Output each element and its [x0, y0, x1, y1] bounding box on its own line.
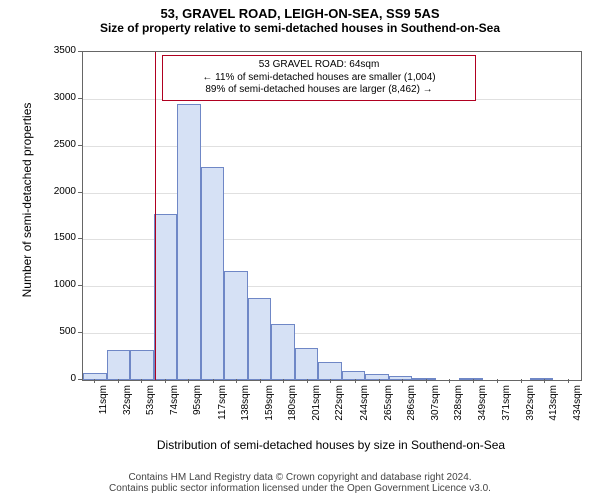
- gridline: [83, 146, 581, 147]
- y-tick-mark: [78, 51, 82, 52]
- callout-line-1: 53 GRAVEL ROAD: 64sqm: [169, 59, 469, 72]
- histogram-bar: [295, 348, 319, 380]
- x-tick-mark: [521, 379, 522, 383]
- footer: Contains HM Land Registry data © Crown c…: [0, 472, 600, 494]
- histogram-bar: [224, 271, 248, 380]
- histogram-bar: [412, 378, 436, 380]
- histogram-bar: [530, 378, 554, 380]
- x-tick-mark: [330, 379, 331, 383]
- x-tick-label: 413sqm: [548, 385, 559, 435]
- footer-line-2: Contains public sector information licen…: [0, 483, 600, 494]
- x-tick-mark: [94, 379, 95, 383]
- histogram-bar: [107, 350, 131, 380]
- histogram-bar: [248, 298, 272, 380]
- x-tick-mark: [449, 379, 450, 383]
- x-tick-label: 265sqm: [383, 385, 394, 435]
- x-tick-label: 434sqm: [572, 385, 583, 435]
- marker-vertical-line: [155, 52, 156, 380]
- x-tick-label: 11sqm: [98, 385, 109, 435]
- x-tick-mark: [141, 379, 142, 383]
- marker-callout: 53 GRAVEL ROAD: 64sqm ← 11% of semi-deta…: [162, 55, 476, 101]
- x-axis-label: Distribution of semi-detached houses by …: [82, 438, 580, 452]
- x-tick-label: 180sqm: [287, 385, 298, 435]
- y-tick-label: 500: [40, 326, 76, 337]
- x-tick-mark: [497, 379, 498, 383]
- x-tick-label: 53sqm: [145, 385, 156, 435]
- histogram-bar: [342, 371, 366, 380]
- x-tick-label: 392sqm: [525, 385, 536, 435]
- x-tick-mark: [426, 379, 427, 383]
- x-tick-mark: [402, 379, 403, 383]
- x-tick-label: 222sqm: [334, 385, 345, 435]
- x-tick-mark: [165, 379, 166, 383]
- x-tick-mark: [236, 379, 237, 383]
- y-tick-label: 3500: [40, 45, 76, 56]
- x-tick-label: 307sqm: [430, 385, 441, 435]
- x-tick-label: 32sqm: [122, 385, 133, 435]
- y-tick-label: 0: [40, 373, 76, 384]
- histogram-bar: [201, 167, 225, 380]
- x-tick-label: 117sqm: [217, 385, 228, 435]
- x-tick-mark: [188, 379, 189, 383]
- x-tick-mark: [213, 379, 214, 383]
- y-tick-label: 2000: [40, 186, 76, 197]
- x-tick-label: 159sqm: [264, 385, 275, 435]
- x-tick-mark: [307, 379, 308, 383]
- x-tick-mark: [118, 379, 119, 383]
- histogram-bar: [318, 362, 342, 380]
- chart-plot-area: [82, 51, 582, 381]
- y-tick-label: 3000: [40, 92, 76, 103]
- x-tick-label: 201sqm: [311, 385, 322, 435]
- callout-line-3: 89% of semi-detached houses are larger (…: [169, 84, 469, 97]
- y-tick-mark: [78, 145, 82, 146]
- histogram-bar: [271, 324, 295, 380]
- x-tick-label: 371sqm: [501, 385, 512, 435]
- x-tick-mark: [283, 379, 284, 383]
- y-tick-mark: [78, 379, 82, 380]
- x-tick-label: 95sqm: [192, 385, 203, 435]
- histogram-bar: [389, 376, 413, 380]
- page-title-2: Size of property relative to semi-detach…: [0, 21, 600, 35]
- histogram-bar: [177, 104, 201, 380]
- y-tick-mark: [78, 98, 82, 99]
- y-tick-mark: [78, 285, 82, 286]
- x-tick-mark: [260, 379, 261, 383]
- y-tick-mark: [78, 332, 82, 333]
- x-tick-mark: [379, 379, 380, 383]
- x-tick-label: 286sqm: [406, 385, 417, 435]
- histogram-bar: [154, 214, 178, 380]
- y-tick-mark: [78, 238, 82, 239]
- page-title-1: 53, GRAVEL ROAD, LEIGH-ON-SEA, SS9 5AS: [0, 0, 600, 21]
- x-tick-label: 244sqm: [359, 385, 370, 435]
- histogram-bar: [365, 374, 389, 380]
- y-tick-mark: [78, 192, 82, 193]
- callout-line-2: ← 11% of semi-detached houses are smalle…: [169, 72, 469, 85]
- x-tick-mark: [568, 379, 569, 383]
- histogram-bar: [459, 378, 483, 380]
- x-tick-label: 138sqm: [240, 385, 251, 435]
- x-tick-label: 74sqm: [169, 385, 180, 435]
- y-tick-label: 2500: [40, 139, 76, 150]
- gridline: [83, 193, 581, 194]
- x-tick-mark: [473, 379, 474, 383]
- footer-line-1: Contains HM Land Registry data © Crown c…: [0, 472, 600, 483]
- x-tick-mark: [355, 379, 356, 383]
- y-tick-label: 1500: [40, 232, 76, 243]
- y-axis-label: Number of semi-detached properties: [20, 60, 34, 340]
- x-tick-label: 349sqm: [477, 385, 488, 435]
- x-tick-label: 328sqm: [453, 385, 464, 435]
- x-tick-mark: [544, 379, 545, 383]
- y-tick-label: 1000: [40, 279, 76, 290]
- histogram-bar: [130, 350, 154, 380]
